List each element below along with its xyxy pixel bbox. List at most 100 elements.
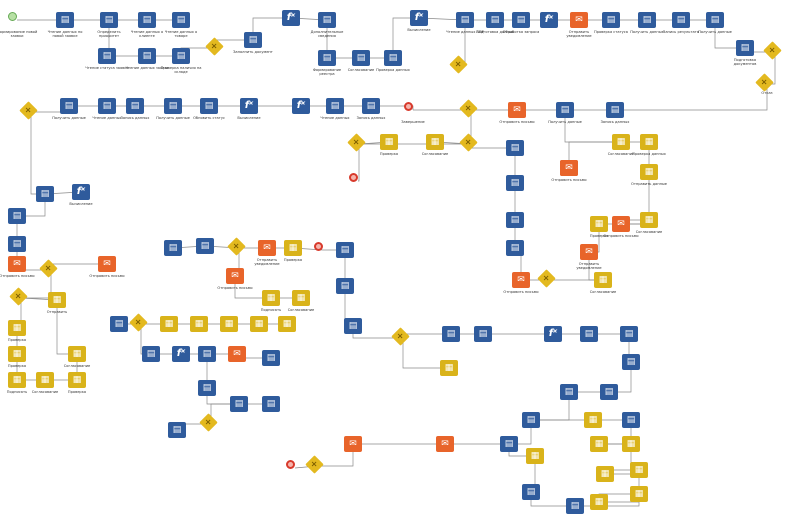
task-node-n50[interactable]: ▤: [442, 326, 460, 342]
user-node-u27[interactable]: ▦: [590, 436, 608, 452]
task-node-n54[interactable]: ▤: [622, 354, 640, 370]
task-node-n42[interactable]: ▤: [110, 316, 128, 332]
user-node-u26[interactable]: ▦: [526, 448, 544, 464]
mail-node-m3[interactable]: ✉: [560, 160, 578, 176]
task-node-n29[interactable]: ▤: [606, 102, 624, 118]
user-node-u3[interactable]: ▦: [640, 164, 658, 180]
user-node-u5[interactable]: ▦: [590, 216, 608, 232]
task-node-n52[interactable]: ▤: [580, 326, 598, 342]
user-node-u6[interactable]: ▦: [594, 272, 612, 288]
task-node-n27[interactable]: ▤: [362, 98, 380, 114]
user-node-u14[interactable]: ▦: [36, 372, 54, 388]
mail-node-m2[interactable]: ✉: [508, 102, 526, 118]
mail-node-m9[interactable]: ✉: [258, 240, 276, 256]
task-node-n60[interactable]: ▤: [522, 484, 540, 500]
mail-node-m4[interactable]: ✉: [612, 216, 630, 232]
task-node-n6[interactable]: ▤: [138, 48, 156, 64]
fx-node-f8[interactable]: fˣ: [544, 326, 562, 342]
user-node-u31[interactable]: ▦: [590, 494, 608, 510]
task-node-n19[interactable]: ▤: [706, 12, 724, 28]
task-node-n30[interactable]: ▤: [506, 140, 524, 156]
fx-node-f3[interactable]: fˣ: [540, 12, 558, 28]
user-node-u9[interactable]: ▦: [48, 292, 66, 308]
user-node-u28[interactable]: ▦: [622, 436, 640, 452]
task-node-n31[interactable]: ▤: [506, 175, 524, 191]
task-node-n41[interactable]: ▤: [344, 318, 362, 334]
task-node-n24[interactable]: ▤: [164, 98, 182, 114]
start-node-start[interactable]: [8, 12, 17, 21]
user-node-u15[interactable]: ▦: [68, 372, 86, 388]
task-node-n7[interactable]: ▤: [172, 48, 190, 64]
end-node-end2[interactable]: [349, 173, 358, 182]
user-node-u16[interactable]: ▦: [284, 240, 302, 256]
user-node-u8[interactable]: ▦: [426, 134, 444, 150]
task-node-n17[interactable]: ▤: [638, 12, 656, 28]
task-node-n40[interactable]: ▤: [336, 278, 354, 294]
task-node-n23[interactable]: ▤: [126, 98, 144, 114]
task-node-n61[interactable]: ▤: [566, 498, 584, 514]
task-node-n3[interactable]: ▤: [138, 12, 156, 28]
task-node-n10[interactable]: ▤: [318, 50, 336, 66]
task-node-n34[interactable]: ▤: [36, 186, 54, 202]
task-node-n53[interactable]: ▤: [620, 326, 638, 342]
user-node-u10[interactable]: ▦: [8, 320, 26, 336]
user-node-u2[interactable]: ▦: [640, 134, 658, 150]
user-node-u18[interactable]: ▦: [292, 290, 310, 306]
task-node-n13[interactable]: ▤: [456, 12, 474, 28]
fx-node-f4[interactable]: fˣ: [240, 98, 258, 114]
fx-node-f7[interactable]: fˣ: [172, 346, 190, 362]
user-node-u21[interactable]: ▦: [220, 316, 238, 332]
task-node-n22[interactable]: ▤: [98, 98, 116, 114]
fx-node-f6[interactable]: fˣ: [72, 184, 90, 200]
user-node-u20[interactable]: ▦: [190, 316, 208, 332]
task-node-n38[interactable]: ▤: [196, 238, 214, 254]
task-node-n16[interactable]: ▤: [602, 12, 620, 28]
fx-node-f2[interactable]: fˣ: [410, 10, 428, 26]
mail-node-m10[interactable]: ✉: [226, 268, 244, 284]
user-node-u19[interactable]: ▦: [160, 316, 178, 332]
fx-node-f5[interactable]: fˣ: [292, 98, 310, 114]
task-node-n14[interactable]: ▤: [486, 12, 504, 28]
task-node-n51[interactable]: ▤: [474, 326, 492, 342]
task-node-n33[interactable]: ▤: [506, 240, 524, 256]
task-node-n15[interactable]: ▤: [512, 12, 530, 28]
user-node-u1[interactable]: ▦: [612, 134, 630, 150]
user-node-u24[interactable]: ▦: [440, 360, 458, 376]
mail-node-m11[interactable]: ✉: [228, 346, 246, 362]
user-node-u23[interactable]: ▦: [278, 316, 296, 332]
task-node-n59[interactable]: ▤: [500, 436, 518, 452]
task-node-n45[interactable]: ▤: [262, 350, 280, 366]
task-node-n4[interactable]: ▤: [172, 12, 190, 28]
user-node-u22[interactable]: ▦: [250, 316, 268, 332]
task-node-n32[interactable]: ▤: [506, 212, 524, 228]
task-node-n39[interactable]: ▤: [336, 242, 354, 258]
user-node-u32[interactable]: ▦: [630, 486, 648, 502]
task-node-n55[interactable]: ▤: [560, 384, 578, 400]
task-node-n9[interactable]: ▤: [318, 12, 336, 28]
user-node-u17[interactable]: ▦: [262, 290, 280, 306]
user-node-u12[interactable]: ▦: [8, 346, 26, 362]
mail-node-m7[interactable]: ✉: [8, 256, 26, 272]
task-node-n35[interactable]: ▤: [8, 208, 26, 224]
task-node-n56[interactable]: ▤: [600, 384, 618, 400]
mail-node-m1[interactable]: ✉: [570, 12, 588, 28]
user-node-u13[interactable]: ▦: [8, 372, 26, 388]
task-node-n5[interactable]: ▤: [98, 48, 116, 64]
task-node-n58[interactable]: ▤: [622, 412, 640, 428]
mail-node-m12[interactable]: ✉: [344, 436, 362, 452]
task-node-n47[interactable]: ▤: [168, 422, 186, 438]
user-node-u11[interactable]: ▦: [68, 346, 86, 362]
task-node-n46[interactable]: ▤: [198, 380, 216, 396]
task-node-n25[interactable]: ▤: [200, 98, 218, 114]
user-node-u25[interactable]: ▦: [584, 412, 602, 428]
task-node-n44[interactable]: ▤: [198, 346, 216, 362]
task-node-n2[interactable]: ▤: [100, 12, 118, 28]
task-node-n49[interactable]: ▤: [262, 396, 280, 412]
user-node-u4[interactable]: ▦: [640, 212, 658, 228]
mail-node-m5[interactable]: ✉: [580, 244, 598, 260]
fx-node-f1[interactable]: fˣ: [282, 10, 300, 26]
user-node-u7[interactable]: ▦: [380, 134, 398, 150]
end-node-end1[interactable]: [404, 102, 413, 111]
task-node-n20[interactable]: ▤: [736, 40, 754, 56]
user-node-u29[interactable]: ▦: [596, 466, 614, 482]
